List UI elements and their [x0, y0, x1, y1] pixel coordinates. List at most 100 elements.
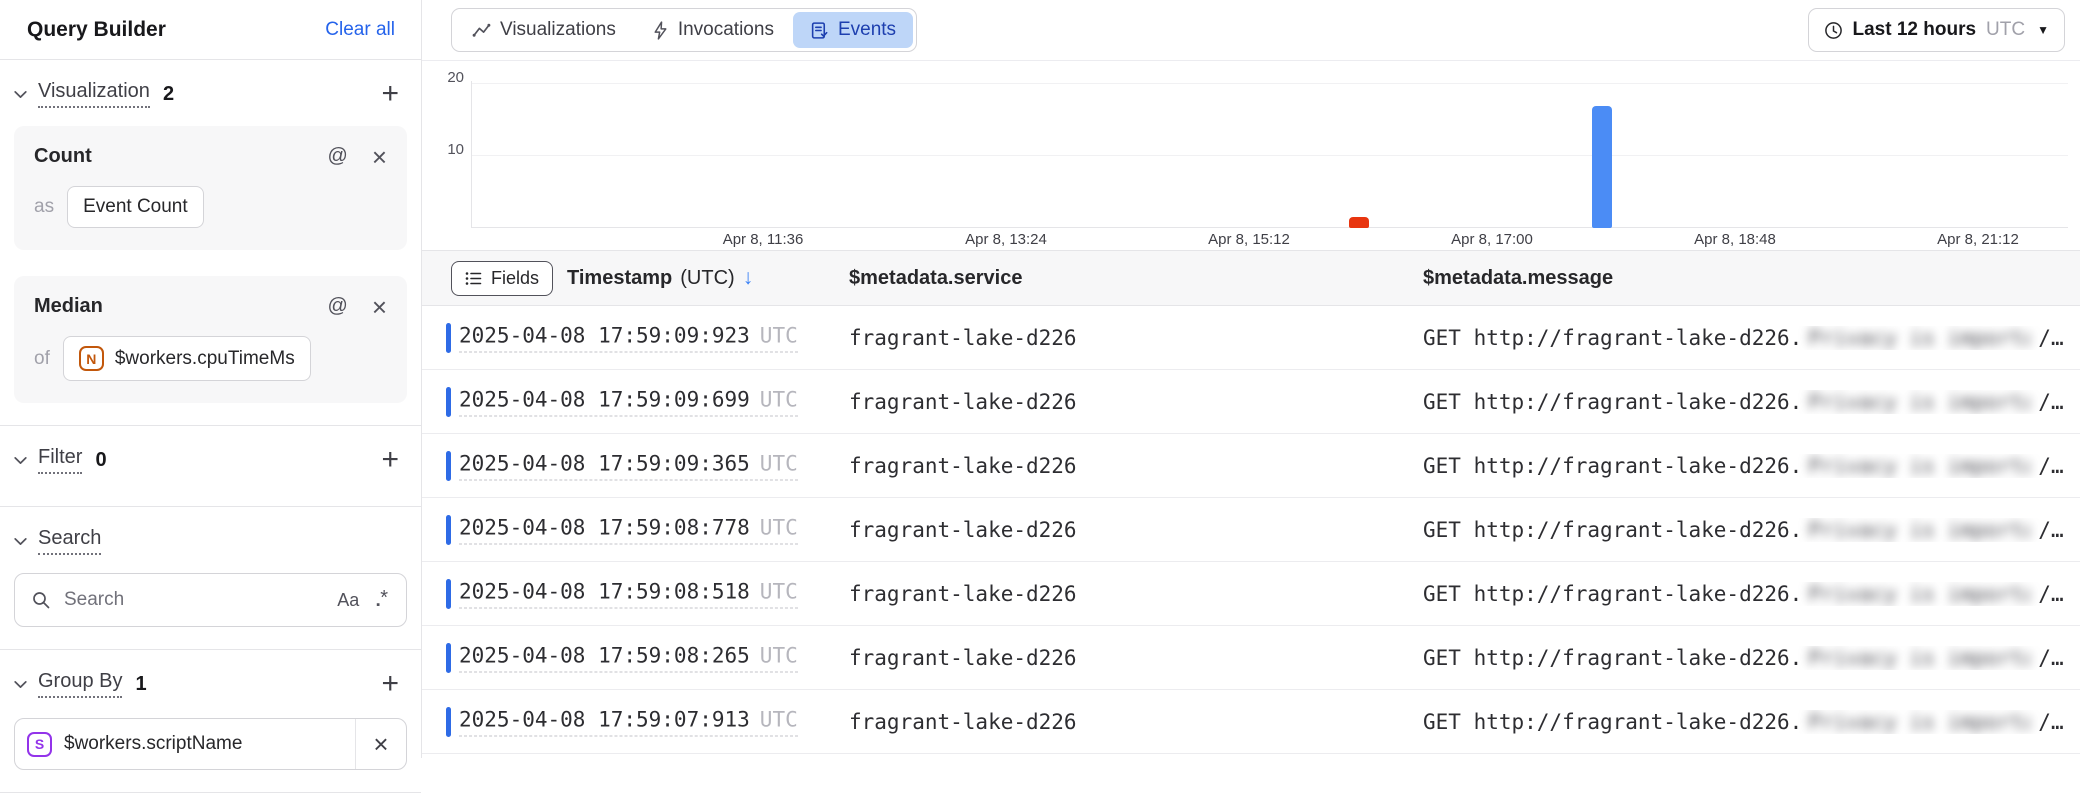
visualization-section-header[interactable]: Visualization 2 + [0, 60, 421, 118]
redacted-message-segment: Privacy is important! [1808, 517, 2031, 542]
event-table-row[interactable]: 2025-04-08 17:59:09:699 UTC fragrant-lake… [422, 370, 2080, 434]
search-section-header[interactable]: Search [0, 507, 421, 565]
y-axis-tick-label: 10 [447, 141, 464, 158]
number-type-icon: N [78, 346, 104, 371]
remove-median-icon[interactable]: × [371, 291, 387, 322]
list-icon [465, 271, 482, 285]
fields-button[interactable]: Fields [451, 260, 554, 296]
message-cell: GET http://fragrant-lake-d226. Privacy is… [1423, 517, 2064, 542]
event-level-indicator [446, 451, 451, 481]
chart-gridline [472, 83, 2068, 84]
sidebar-divider [0, 425, 421, 426]
timestamp-cell[interactable]: 2025-04-08 17:59:07:913 UTC [459, 707, 798, 736]
time-range-dropdown[interactable]: Last 12 hours UTC ▼ [1807, 8, 2065, 52]
event-level-indicator [446, 515, 451, 545]
message-cell: GET http://fragrant-lake-d226. Privacy is… [1423, 453, 2064, 478]
service-cell: fragrant-lake-d226 [849, 709, 1077, 734]
event-table-row[interactable]: 2025-04-08 17:59:08:778 UTC fragrant-lake… [422, 498, 2080, 562]
x-axis-tick-label: Apr 8, 18:48 [1694, 231, 1776, 248]
remove-group-by-icon[interactable]: × [356, 719, 406, 769]
alias-at-icon[interactable]: @ [327, 145, 348, 167]
cpu-time-field-label: $workers.cpuTimeMs [114, 347, 295, 369]
cpu-time-field-chip[interactable]: N $workers.cpuTimeMs [62, 336, 311, 381]
case-sensitive-toggle[interactable]: Aa [335, 588, 361, 613]
tab-events[interactable]: Events [792, 12, 914, 48]
chevron-down-icon [14, 90, 27, 98]
search-icon [33, 592, 50, 609]
chevron-down-icon [14, 456, 27, 464]
tab-label: Events [837, 19, 897, 40]
timestamp-cell[interactable]: 2025-04-08 17:59:08:778 UTC [459, 515, 798, 544]
events-table-header: Fields Timestamp (UTC) ↓ $metadata.servi… [422, 250, 2080, 306]
chart-gridline [472, 155, 2068, 156]
message-cell: GET http://fragrant-lake-d226. Privacy is… [1423, 325, 2064, 350]
event-level-indicator [446, 387, 451, 417]
timestamp-cell[interactable]: 2025-04-08 17:59:09:365 UTC [459, 451, 798, 480]
alias-at-icon[interactable]: @ [327, 295, 348, 317]
visualization-count-badge: 2 [162, 82, 175, 105]
regex-toggle[interactable]: ▪* [374, 585, 390, 615]
add-group-by-button[interactable]: + [377, 669, 403, 699]
query-builder-sidebar: Query Builder Clear all Visualization 2 … [0, 0, 422, 793]
filter-section-header[interactable]: Filter 0 + [0, 426, 421, 484]
median-card-title: Median [34, 295, 103, 317]
event-table-row[interactable]: 2025-04-08 17:59:08:518 UTC fragrant-lake… [422, 562, 2080, 626]
timestamp-cell[interactable]: 2025-04-08 17:59:09:923 UTC [459, 323, 798, 352]
redacted-message-segment: Privacy is important! [1808, 581, 2031, 606]
filter-section-label: Filter [38, 446, 83, 474]
x-axis-tick-label: Apr 8, 13:24 [965, 231, 1047, 248]
median-visualization-card: Median @ × of N $workers.cpuTimeMs [14, 276, 407, 403]
column-header-message[interactable]: $metadata.message [1423, 266, 1614, 289]
x-axis-tick-label: Apr 8, 21:12 [1937, 231, 2019, 248]
main-panel: Visualizations Invocations Events Last 1… [422, 0, 2080, 758]
events-doc-icon [811, 21, 828, 39]
message-cell: GET http://fragrant-lake-d226. Privacy is… [1423, 645, 2064, 670]
tab-visualizations[interactable]: Visualizations [455, 12, 633, 48]
events-histogram-chart[interactable]: 20 10 Apr 8, 11:36 Apr 8, 13:24 Apr 8, 15:12… [422, 60, 2080, 250]
add-filter-button[interactable]: + [377, 445, 403, 475]
clock-icon [1824, 21, 1842, 39]
timestamp-cell[interactable]: 2025-04-08 17:59:08:265 UTC [459, 643, 798, 672]
service-cell: fragrant-lake-d226 [849, 453, 1077, 478]
event-table-row[interactable]: 2025-04-08 17:59:08:265 UTC fragrant-lake… [422, 626, 2080, 690]
chart-y-axis [471, 81, 472, 228]
event-table-row[interactable]: 2025-04-08 17:59:09:923 UTC fragrant-lake… [422, 306, 2080, 370]
group-by-section-label: Group By [38, 670, 123, 698]
chart-x-axis [471, 227, 2068, 228]
event-table-row[interactable]: 2025-04-08 17:59:07:913 UTC fragrant-lake… [422, 690, 2080, 754]
search-box: Aa ▪* [14, 573, 407, 627]
redacted-message-segment: Privacy is important! [1808, 389, 2031, 414]
group-by-count-badge: 1 [135, 672, 147, 695]
redacted-message-segment: Privacy is important! [1808, 645, 2031, 670]
timestamp-header-tz: (UTC) [680, 266, 735, 289]
search-input[interactable] [64, 589, 323, 611]
group-by-section-header[interactable]: Group By 1 + [0, 650, 421, 708]
message-cell: GET http://fragrant-lake-d226. Privacy is… [1423, 389, 2064, 414]
add-visualization-button[interactable]: + [377, 79, 403, 109]
event-table-row[interactable]: 2025-04-08 17:59:09:365 UTC fragrant-lake… [422, 434, 2080, 498]
histogram-bar[interactable] [1592, 105, 1613, 228]
remove-count-icon[interactable]: × [371, 141, 387, 172]
fields-button-label: Fields [491, 267, 540, 288]
events-table-body: 2025-04-08 17:59:09:923 UTC fragrant-lake… [422, 306, 2080, 758]
message-cell: GET http://fragrant-lake-d226. Privacy is… [1423, 581, 2064, 606]
column-header-timestamp[interactable]: Timestamp (UTC) ↓ [567, 266, 753, 290]
sort-desc-icon[interactable]: ↓ [742, 266, 754, 289]
chip-divider [355, 719, 356, 769]
event-count-chip[interactable]: Event Count [67, 186, 204, 228]
group-by-script-name-chip[interactable]: S $workers.scriptName × [14, 718, 407, 770]
count-card-title: Count [34, 145, 92, 167]
clear-all-button[interactable]: Clear all [325, 18, 395, 40]
redacted-message-segment: Privacy is important! [1808, 453, 2031, 478]
tab-invocations[interactable]: Invocations [635, 12, 791, 48]
page-title: Query Builder [27, 17, 166, 41]
timestamp-cell[interactable]: 2025-04-08 17:59:09:699 UTC [459, 387, 798, 416]
time-range-timezone: UTC [1986, 19, 2026, 40]
histogram-bar[interactable] [1349, 217, 1370, 228]
x-axis-tick-label: Apr 8, 15:12 [1208, 231, 1290, 248]
service-cell: fragrant-lake-d226 [849, 517, 1077, 542]
sidebar-divider [0, 649, 421, 650]
timestamp-cell[interactable]: 2025-04-08 17:59:08:518 UTC [459, 579, 798, 608]
x-axis-tick-label: Apr 8, 11:36 [722, 231, 804, 248]
column-header-service[interactable]: $metadata.service [849, 266, 1023, 289]
